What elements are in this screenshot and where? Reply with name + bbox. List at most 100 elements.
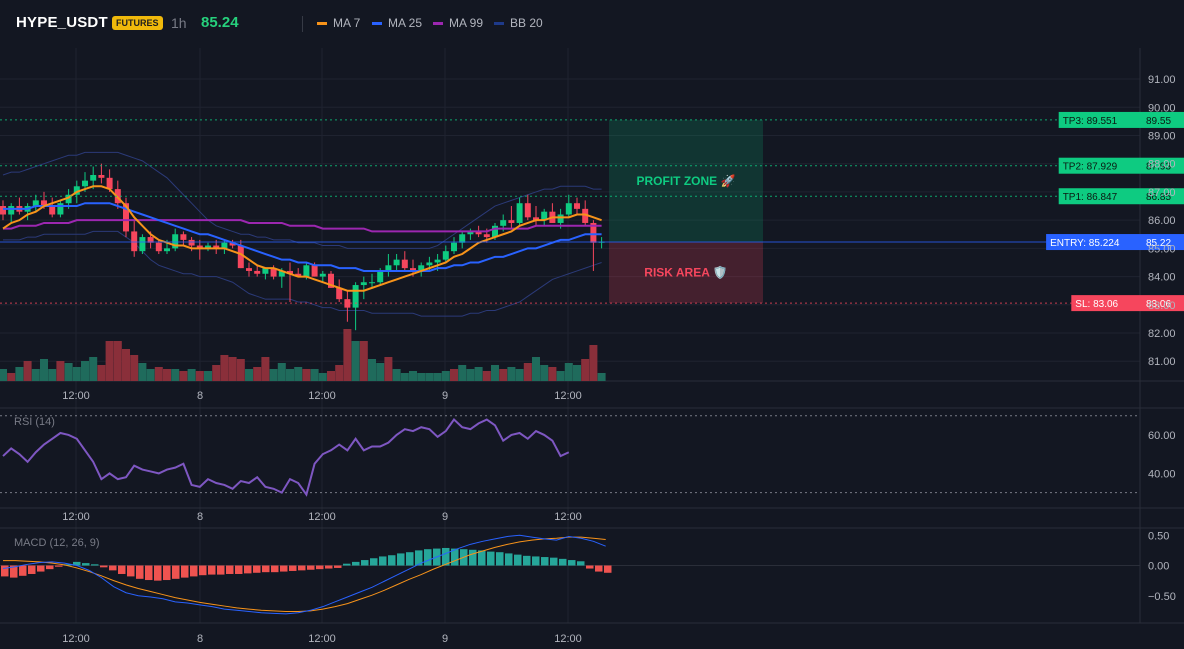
volume-bar xyxy=(556,371,565,381)
level-axis-label: 87.93 xyxy=(1146,162,1171,173)
volume-bar xyxy=(212,365,221,381)
candle-body xyxy=(590,222,597,243)
bb20-swatch xyxy=(494,21,504,25)
volume-bar xyxy=(597,373,606,381)
macd-histogram-bar xyxy=(190,565,198,577)
candle-body xyxy=(32,200,39,207)
time-axis-label: 12:00 xyxy=(62,390,90,402)
macd-histogram-bar xyxy=(28,565,36,574)
candle-body xyxy=(41,200,47,207)
macd-histogram-bar xyxy=(478,550,486,566)
volume-bar xyxy=(540,365,549,381)
legend-item-ma7[interactable]: MA 7 xyxy=(317,16,360,30)
legend-item-ma99[interactable]: MA 99 xyxy=(433,16,483,30)
profit-zone-label: PROFIT ZONE 🚀 xyxy=(637,174,736,188)
volume-bar xyxy=(286,369,294,381)
macd-histogram-bar xyxy=(352,561,360,566)
last-price: 85.24 xyxy=(201,14,239,31)
macd-histogram-bar xyxy=(154,565,162,581)
candle-body xyxy=(303,265,310,277)
volume-bar xyxy=(564,363,573,381)
volume-bar xyxy=(343,329,352,381)
price-axis-tick: 89.00 xyxy=(1148,130,1176,142)
candle-body xyxy=(131,231,138,252)
volume-bar xyxy=(228,357,237,381)
timeframe-label[interactable]: 1h xyxy=(171,15,187,31)
volume-bar xyxy=(482,371,491,381)
macd-histogram-bar xyxy=(568,560,576,566)
volume-bar xyxy=(31,369,40,381)
volume-bar xyxy=(327,371,335,381)
volume-bar xyxy=(523,363,532,381)
macd-axis-tick: 0.50 xyxy=(1148,530,1169,542)
volume-bar xyxy=(245,369,253,381)
macd-histogram-bar xyxy=(379,556,387,566)
volume-bar xyxy=(89,357,98,381)
macd-histogram-bar xyxy=(532,556,540,566)
ma25-line xyxy=(3,202,602,272)
volume-bar xyxy=(441,371,450,381)
volume-bar xyxy=(187,369,196,381)
macd-histogram-bar xyxy=(172,565,180,579)
candle-body xyxy=(319,273,326,277)
price-axis-tick: 86.00 xyxy=(1148,215,1176,227)
volume-bar xyxy=(204,371,212,381)
level-label: TP3: 89.551 xyxy=(1063,116,1118,127)
level-axis-label: 85.22 xyxy=(1146,238,1171,249)
volume-bar xyxy=(491,365,499,381)
candle-body xyxy=(377,270,384,283)
volume-bar xyxy=(97,365,106,381)
ma99-line xyxy=(3,219,602,233)
time-axis-label: 9 xyxy=(442,511,448,523)
candle-body xyxy=(246,268,252,271)
candle-body xyxy=(336,287,343,300)
macd-title: MACD (12, 26, 9) xyxy=(14,537,100,549)
header-divider xyxy=(302,16,303,32)
candle-body xyxy=(352,285,359,308)
macd-histogram-bar xyxy=(37,565,45,572)
volume-bar xyxy=(154,367,163,381)
macd-histogram-bar xyxy=(145,565,153,581)
candle-body xyxy=(106,177,113,190)
volume-bar xyxy=(56,361,65,381)
volume-bar xyxy=(105,341,114,381)
macd-histogram-bar xyxy=(91,564,99,566)
volume-bar xyxy=(146,369,155,381)
legend-label: MA 99 xyxy=(449,16,484,30)
candle-body xyxy=(73,186,80,195)
time-axis-label: 12:00 xyxy=(308,511,336,523)
macd-axis-tick: −0.50 xyxy=(1148,591,1176,603)
volume-bar xyxy=(458,365,467,381)
macd-histogram-bar xyxy=(316,565,324,570)
volume-bar xyxy=(122,349,130,381)
macd-histogram-bar xyxy=(523,555,531,566)
symbol-name[interactable]: HYPE_USDT xyxy=(16,14,108,31)
macd-histogram-bar xyxy=(550,557,558,566)
candle-body xyxy=(500,220,507,226)
candle-body xyxy=(410,268,416,271)
volume-bar xyxy=(23,361,32,381)
ma25-swatch xyxy=(372,21,382,25)
level-label-box xyxy=(1058,188,1184,205)
volume-bar xyxy=(310,369,319,381)
candle-body xyxy=(565,203,572,215)
candle-body xyxy=(229,242,236,246)
volume-bar xyxy=(589,345,598,381)
volume-bar xyxy=(499,369,508,381)
legend-item-bb20[interactable]: BB 20 xyxy=(494,16,543,30)
macd-histogram-bar xyxy=(451,548,459,566)
macd-histogram-bar xyxy=(226,565,234,574)
time-axis-label: 12:00 xyxy=(62,511,90,523)
ma7-line xyxy=(2,185,602,292)
volume-bar xyxy=(318,373,327,381)
candle-body xyxy=(582,208,589,223)
macd-histogram-bar xyxy=(271,565,279,573)
candle-body xyxy=(147,237,154,243)
legend-item-ma25[interactable]: MA 25 xyxy=(372,16,422,30)
macd-histogram-bar xyxy=(334,565,342,568)
volume-bar xyxy=(450,369,458,381)
volume-bar xyxy=(81,361,89,381)
volume-bar xyxy=(72,367,81,381)
candle-body xyxy=(0,206,6,215)
